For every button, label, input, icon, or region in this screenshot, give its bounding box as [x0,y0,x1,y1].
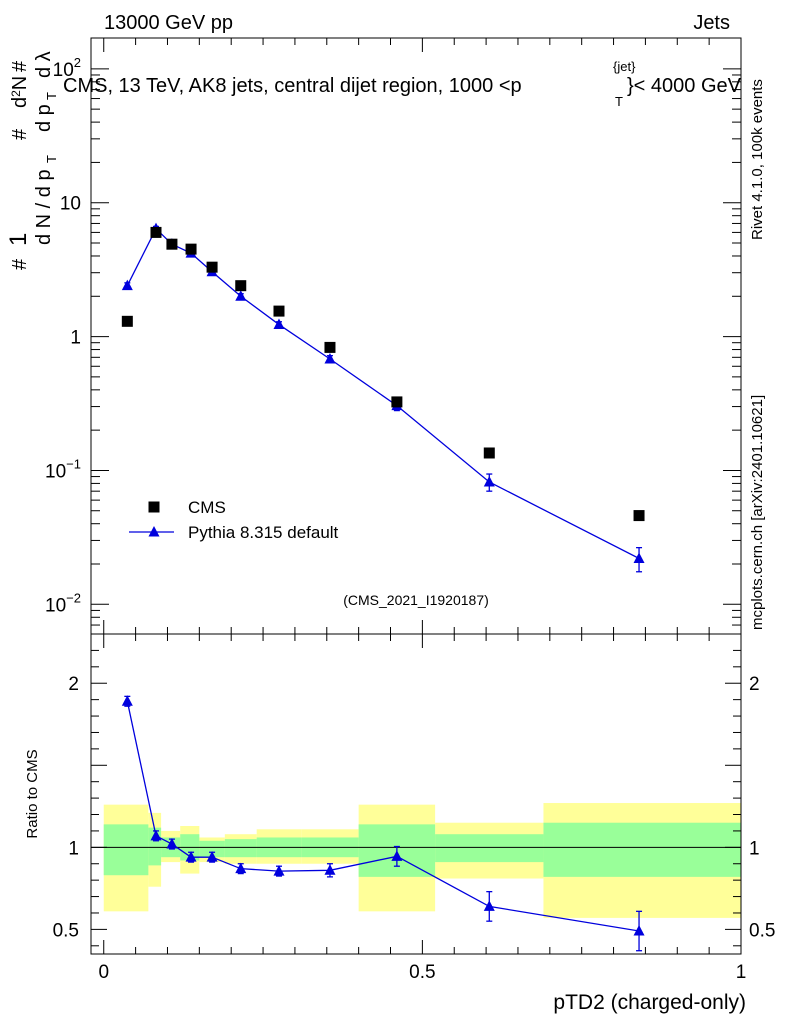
ratio-band-inner [543,822,741,877]
main-y-tick-label: 10−2 [45,590,81,616]
cms-point [150,226,162,238]
mc-point [633,552,645,563]
ratio-point [206,851,218,862]
ratio-y-tick-label-right: 2 [749,674,760,695]
main-y-tick-label: 10−1 [45,456,81,482]
plot-title-end: }< 4000 GeV [627,75,742,97]
main-frame [90,37,742,635]
ratio-x-tick-label: 0 [98,962,109,983]
main-panel: 10−2 10−1 1 10 102 (CMS_2021_I1920187) CMS Pyth… [45,37,742,635]
main-y-axis-label: # 1 d N / d p T # d2N d p T d λ # [5,51,59,270]
mc-point [273,318,285,330]
ratio-frame [90,633,742,955]
ratio-band-inner [199,840,225,858]
cms-point [121,315,133,327]
main-y-tick-label: 10 [60,194,81,215]
svg-text:d N / d p: d N / d p [33,169,55,245]
cms-point [483,447,495,459]
category-label: Jets [693,12,730,34]
main-y-tick-label: 1 [70,328,81,349]
plot-title-sup: {jet} [613,59,636,74]
mc-point [483,475,495,487]
ratio-point [391,850,403,861]
svg-text:#: # [9,60,31,72]
ratio-point [483,900,495,911]
ratio-point [324,864,336,875]
ratio-band-inner [435,834,544,863]
cms-point [324,341,336,353]
main-y-tick-label: 102 [53,55,81,81]
ratio-band-inner [103,824,149,876]
legend-cms-label: CMS [188,498,226,517]
mcplots-label: mcplots.cern.ch [arXiv:2401.10621] [749,395,766,630]
mc-point [121,279,133,291]
ratio-point [185,851,197,862]
cms-point [185,243,197,255]
ratio-point [121,695,133,706]
svg-text:d2N: d2N [9,76,31,108]
ratio-y-tick-label: 1 [68,838,79,859]
ratio-y-tick-label: 0.5 [53,920,79,941]
plot-title: CMS, 13 TeV, AK8 jets, central dijet reg… [63,59,742,109]
ratio-band-inner [224,839,257,858]
x-axis-label: pTD2 (charged-only) [553,991,746,1014]
ratio-point [166,838,178,849]
plot-title-main: CMS, 13 TeV, AK8 jets, central dijet reg… [63,75,522,97]
ratio-point [235,862,247,874]
ratio-point [273,865,285,876]
svg-text:1: 1 [5,233,32,246]
svg-text:T: T [44,92,59,100]
legend-mc-marker [148,526,160,537]
ratio-y-tick-label-right: 0.5 [749,920,775,941]
cms-point [391,396,403,408]
ratio-x-tick-label: 0.5 [409,962,435,983]
ratio-y-tick-label: 2 [68,674,79,695]
cms-point [206,261,218,273]
rivet-label: Rivet 4.1.0, 100k events [749,79,766,240]
svg-text:d λ: d λ [33,51,55,78]
mc-point [235,290,247,301]
analysis-watermark: (CMS_2021_I1920187) [343,592,489,608]
cms-point [633,510,645,522]
ratio-y-axis-label: Ratio to CMS [24,749,41,838]
legend-mc-label: Pythia 8.315 default [188,523,339,542]
mc-point [324,352,336,364]
svg-text:d p: d p [33,104,55,132]
ratio-point [150,829,162,841]
cms-point [273,305,285,317]
cms-point [235,280,247,292]
legend-cms-marker [148,501,160,513]
ratio-y-tick-label-right: 1 [749,838,760,859]
plot-title-sub: T [615,94,623,109]
energy-label: 13000 GeV pp [104,12,233,34]
ratio-x-tick-label: 1 [736,962,747,983]
svg-text:#: # [9,258,31,270]
ratio-point [633,925,645,936]
svg-text:#: # [9,128,31,140]
svg-text:T: T [44,155,59,163]
cms-point [166,238,178,250]
